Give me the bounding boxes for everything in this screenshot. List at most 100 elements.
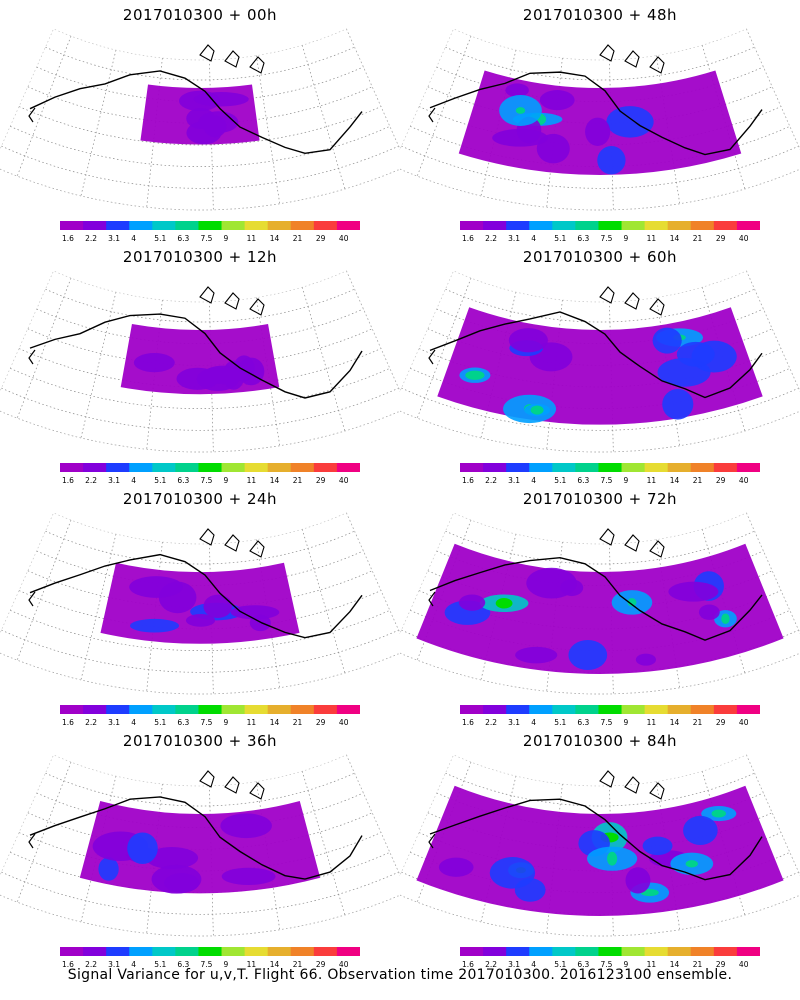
colorbar-label: 1.6: [462, 234, 474, 243]
island-outline: [224, 50, 240, 68]
colorbar-label: 11: [647, 476, 657, 485]
colorbar-label: 21: [693, 476, 703, 485]
variance-blob: [568, 639, 608, 670]
parallel-line: [45, 46, 355, 81]
colorbar-label: 6.3: [177, 718, 189, 727]
variance-field: [437, 307, 763, 425]
meridian-line: [346, 28, 400, 151]
coast-line: [29, 553, 363, 639]
colorbar-label: 6.3: [577, 234, 589, 243]
variance-blob: [203, 594, 233, 618]
meridian-line: [146, 57, 163, 208]
variance-blob: [145, 847, 199, 869]
colorbar-label: 14: [270, 476, 280, 485]
variance-core: [627, 598, 637, 607]
colorbar-label: 5.1: [154, 234, 166, 243]
island-outline: [599, 44, 615, 62]
variance-blob: [438, 857, 474, 877]
variance-core: [465, 370, 485, 380]
map-svg: [0, 512, 400, 695]
variance-core: [515, 107, 526, 114]
colorbar: 1.6 2.2 3.1 4 5.1 6.3 7.5 9 11 14 21 29 40: [460, 221, 760, 243]
coast-fragment: [428, 349, 436, 365]
colorbar-label: 2.2: [85, 234, 97, 243]
meridian-line: [746, 28, 800, 151]
colorbar-label: 40: [739, 960, 749, 969]
coast-fragment: [28, 833, 36, 849]
colorbar-swatch: [483, 705, 507, 714]
colorbar-swatch: [506, 463, 530, 472]
colorbar-label: 5.1: [554, 476, 566, 485]
map-svg: [400, 512, 800, 695]
colorbar-label: 7.5: [600, 718, 612, 727]
meridian-line: [609, 301, 614, 452]
colorbar-swatch: [198, 705, 223, 714]
colorbar-label: 14: [670, 960, 680, 969]
meridian-line: [209, 785, 214, 936]
parallel-line: [1, 387, 399, 431]
colorbar-label: 14: [670, 718, 680, 727]
meridian-line: [255, 539, 281, 688]
island-outline: [249, 540, 265, 558]
colorbar-swatch: [713, 947, 738, 956]
variance-blob: [597, 146, 626, 175]
island-outline: [649, 56, 665, 74]
map-panel-48h: 2017010300 + 48h 1.6 2.2 3.1 4 5.1 6.3 7.5 9 11 1…: [400, 0, 800, 243]
colorbar-swatch: [483, 221, 507, 230]
meridian-line: [209, 543, 214, 694]
parallel-line: [410, 126, 790, 168]
map-boundary: [400, 28, 800, 211]
variance-region: [416, 543, 784, 674]
island-outline: [624, 534, 640, 552]
colorbar-label: 1.6: [462, 718, 474, 727]
colorbar-label: 40: [339, 960, 349, 969]
variance-blob: [127, 832, 158, 865]
colorbar-label: 14: [670, 476, 680, 485]
colorbar: 1.6 2.2 3.1 4 5.1 6.3 7.5 9 11 14 21 29 40: [460, 947, 760, 969]
map-boundary: [0, 270, 400, 453]
coastline: [428, 44, 763, 156]
meridian-line: [146, 541, 163, 692]
colorbar-swatch: [313, 947, 338, 956]
colorbar-label: 9: [224, 718, 229, 727]
colorbar-swatch: [483, 463, 507, 472]
colorbar-label: 3.1: [108, 234, 120, 243]
colorbar-label: 7.5: [600, 476, 612, 485]
colorbar-swatch: [106, 221, 130, 230]
colorbar-label: 3.1: [108, 718, 120, 727]
colorbar-swatch: [336, 221, 360, 230]
colorbar-swatch: [621, 705, 646, 714]
variance-blob: [151, 864, 202, 894]
variance-blob: [539, 90, 575, 111]
colorbar-swatch: [736, 947, 760, 956]
colorbar-swatch: [598, 221, 623, 230]
map-boundary: [0, 754, 400, 937]
colorbar-label: 14: [670, 234, 680, 243]
colorbar-swatch: [313, 463, 338, 472]
colorbar-label: 40: [739, 476, 749, 485]
colorbar-swatch: [621, 463, 646, 472]
map-panel-12h: 2017010300 + 12h 1.6 2.2 3.1 4 5.1 6.3 7.5 9 11 1…: [0, 242, 400, 485]
island-outline: [224, 776, 240, 794]
meridian-line: [80, 49, 117, 196]
colorbar-label: 14: [270, 960, 280, 969]
variance-field: [416, 785, 784, 916]
variance-blob: [668, 581, 719, 602]
figure-caption: Signal Variance for u,v,T. Flight 66. Ob…: [67, 967, 733, 983]
variance-blob: [585, 117, 611, 147]
meridian-line: [480, 49, 517, 196]
colorbar-swatch: [736, 705, 760, 714]
colorbar-label: 4: [531, 960, 536, 969]
colorbar-swatch: [336, 463, 360, 472]
map-boundary: [0, 28, 400, 211]
colorbar-label: 40: [339, 718, 349, 727]
colorbar-label: 1.6: [62, 718, 74, 727]
variance-blob: [492, 129, 548, 147]
colorbar-label: 7.5: [200, 718, 212, 727]
island-outline: [624, 292, 640, 310]
colorbar-swatch: [129, 221, 153, 230]
panel-title: 2017010300 + 60h: [522, 248, 678, 266]
map-boundary: [400, 754, 800, 937]
colorbar-label: 5.1: [154, 960, 166, 969]
colorbar-label: 5.1: [154, 476, 166, 485]
